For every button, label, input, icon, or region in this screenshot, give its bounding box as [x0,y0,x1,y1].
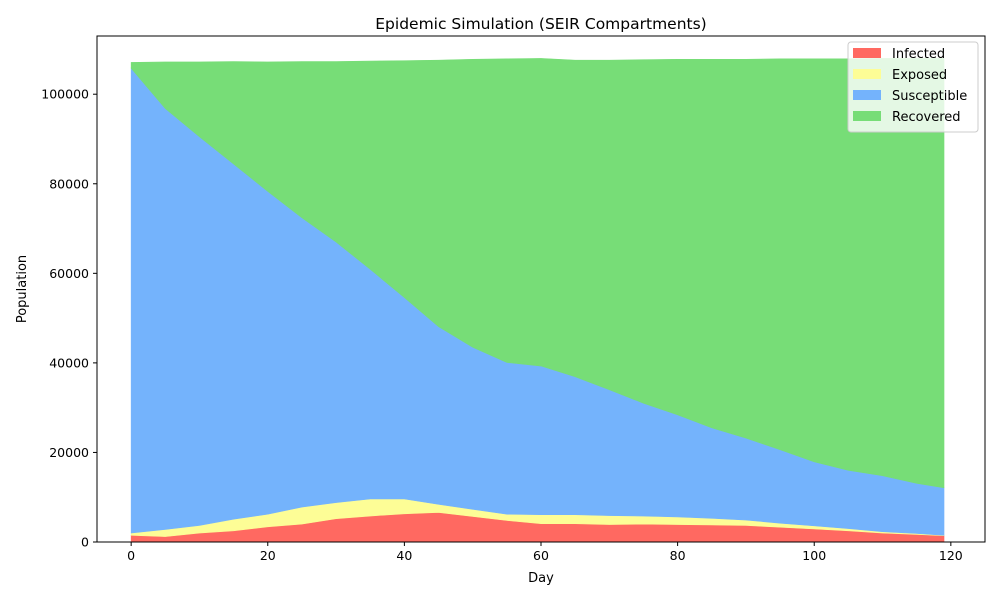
x-tick-label: 80 [670,548,686,563]
legend-label-recovered: Recovered [892,110,961,125]
area-recovered [130,58,945,489]
legend-label-infected: Infected [892,47,945,62]
y-tick-label: 60000 [49,266,89,281]
legend-swatch-infected [853,48,881,58]
legend: Infected Exposed Susceptible Recovered [847,41,979,133]
x-tick-label: 40 [396,548,412,563]
legend-swatch-susceptible [853,90,881,100]
y-axis-label: Population [15,255,30,323]
y-tick-label: 20000 [49,445,89,460]
legend-label-susceptible: Susceptible [892,89,967,104]
y-tick-label: 100000 [41,87,89,102]
x-tick-label: 120 [939,548,963,563]
y-tick-label: 0 [81,535,89,550]
area-layers [130,58,945,543]
legend-frame [847,41,979,133]
x-axis-label: Day [528,571,554,586]
y-tick-label: 80000 [49,176,89,191]
x-axis-ticks: 0 20 40 60 80 100 120 [127,542,963,563]
x-tick-label: 0 [127,548,135,563]
legend-swatch-exposed [853,69,881,79]
x-tick-label: 100 [802,548,826,563]
x-tick-label: 20 [260,548,276,563]
x-tick-label: 60 [533,548,549,563]
y-axis-ticks: 0 20000 40000 60000 80000 100000 [41,87,97,550]
legend-label-exposed: Exposed [892,68,947,83]
y-tick-label: 40000 [49,355,89,370]
chart-title: Epidemic Simulation (SEIR Compartments) [375,15,706,33]
legend-swatch-recovered [853,111,881,121]
